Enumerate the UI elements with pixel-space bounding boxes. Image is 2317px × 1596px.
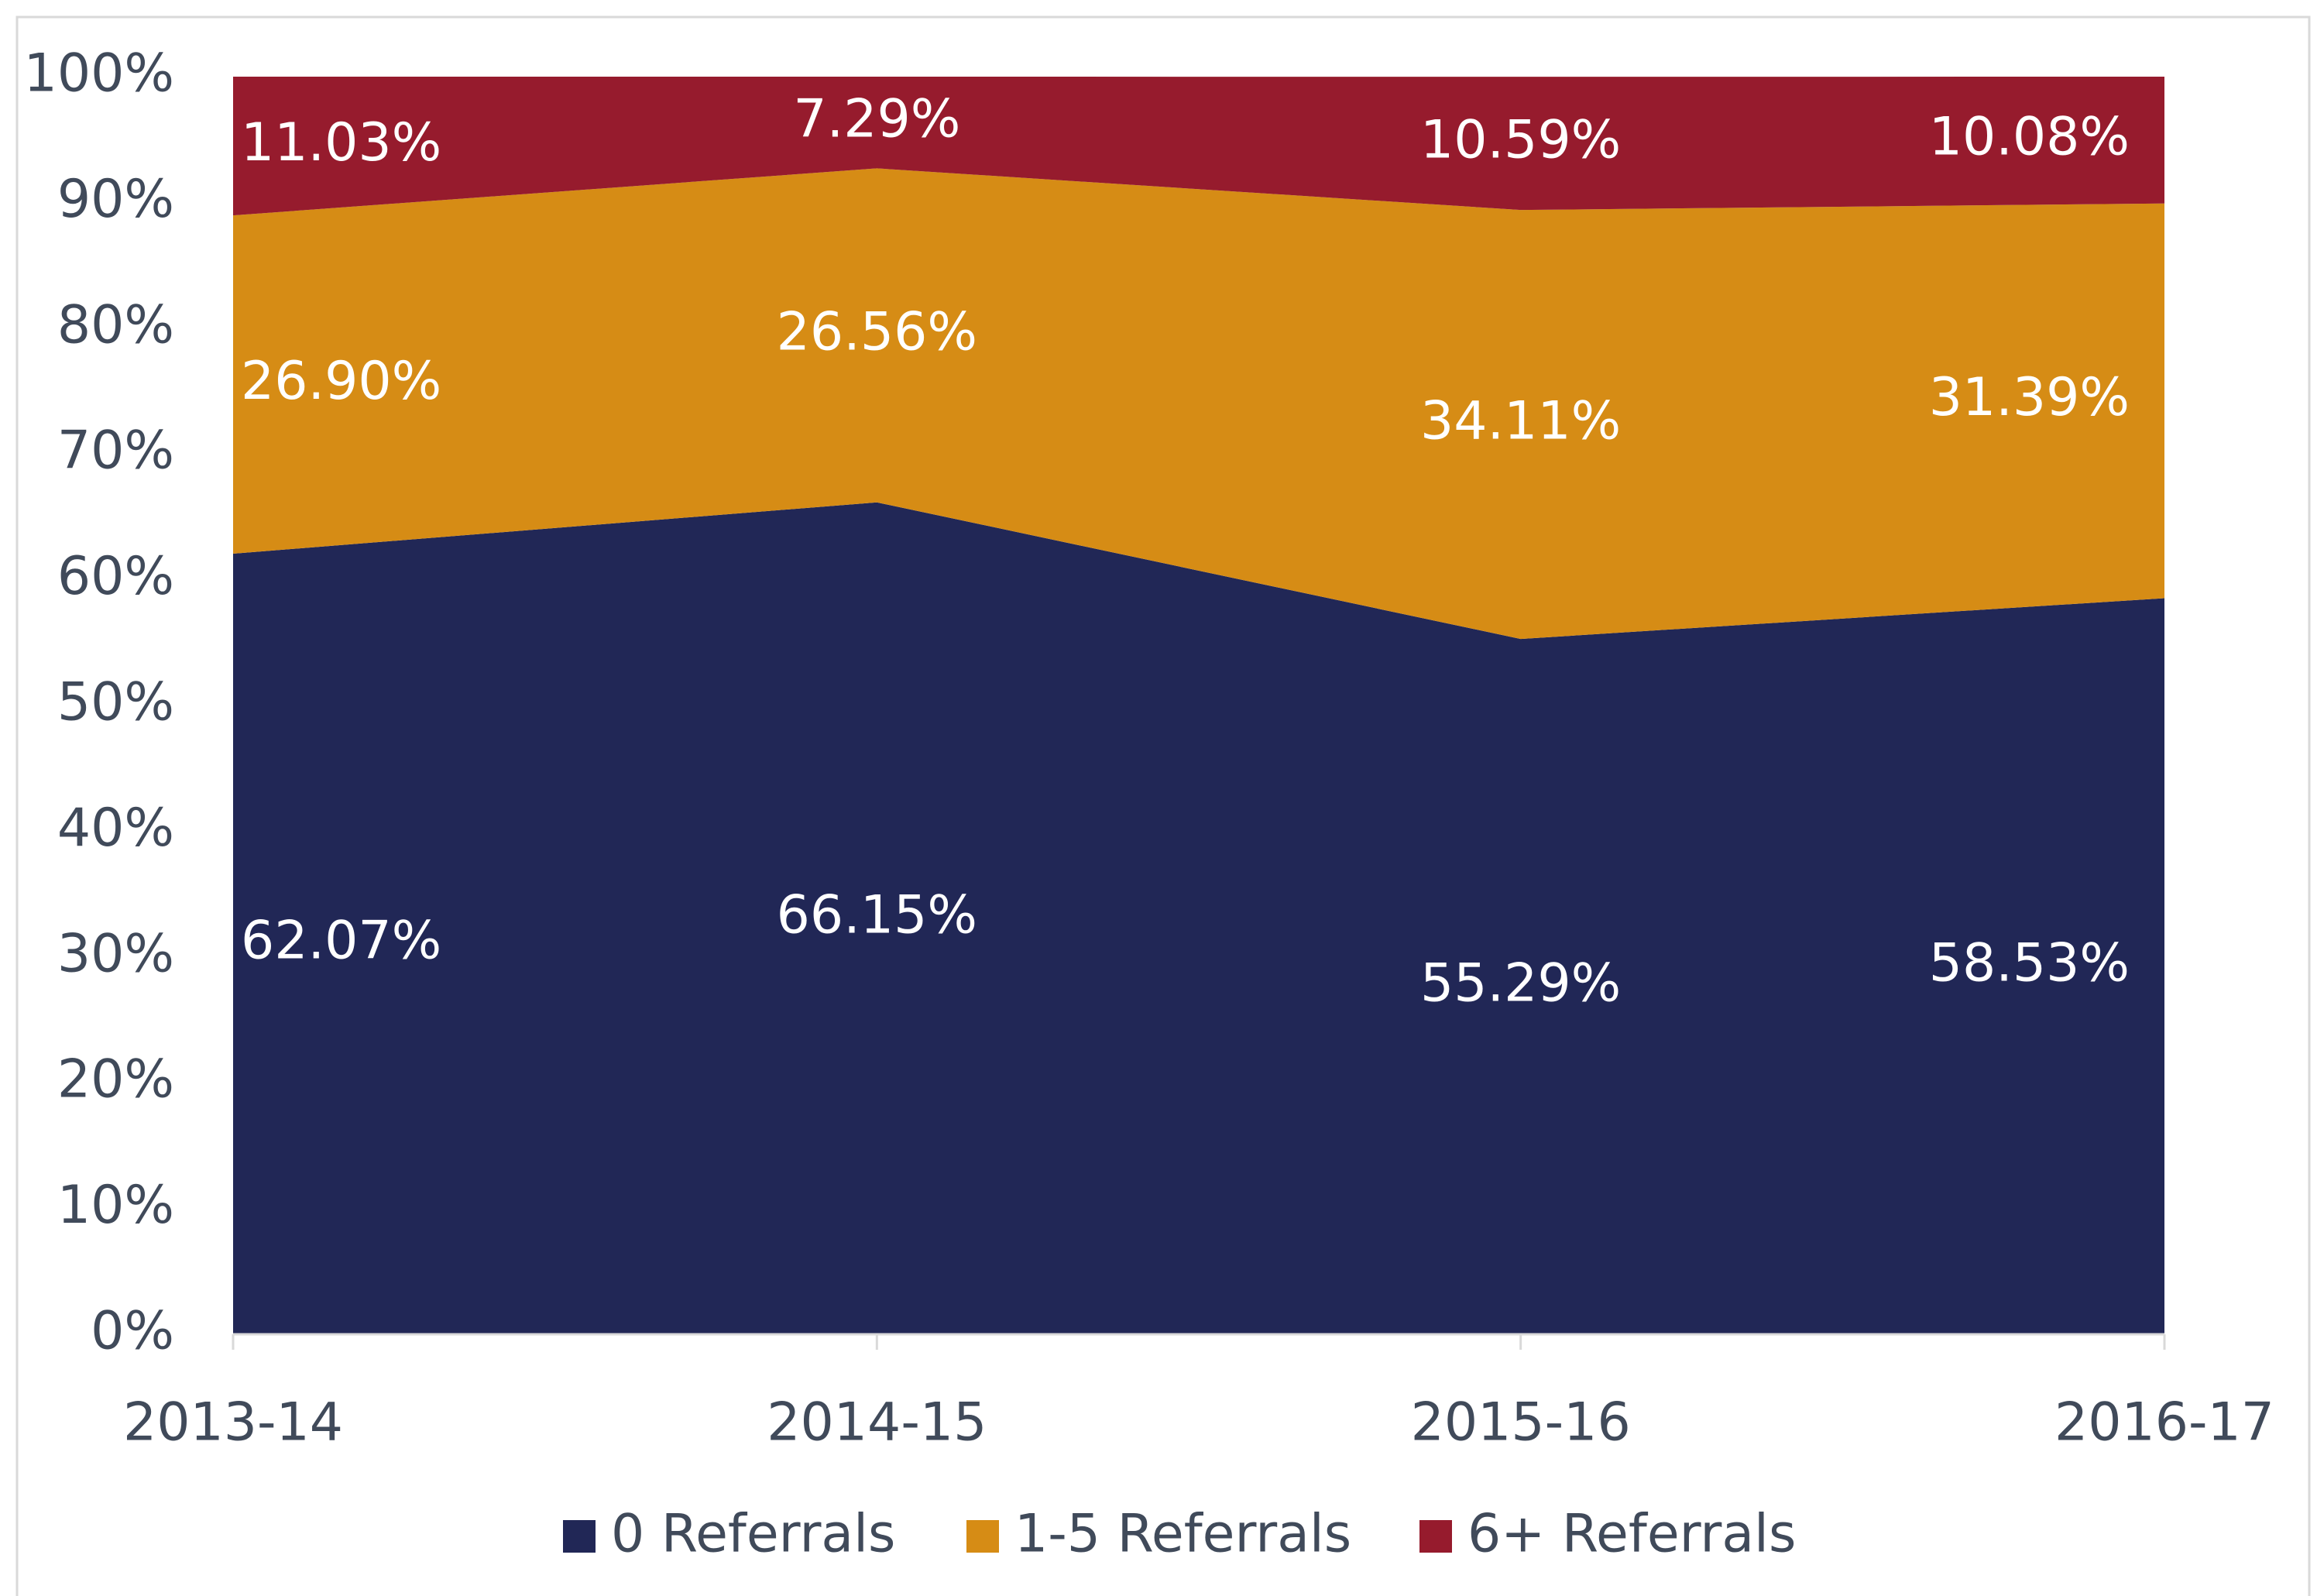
legend-label: 0 Referrals	[611, 1504, 895, 1565]
legend-label: 1-5 Referrals	[1014, 1504, 1351, 1565]
area	[233, 168, 2164, 640]
y-tick-label: 10%	[57, 1175, 174, 1236]
y-tick-label: 30%	[57, 923, 174, 984]
data-label: 58.53%	[1929, 932, 2130, 994]
data-label: 34.11%	[1420, 391, 1621, 452]
x-tick-label: 2013-14	[123, 1392, 343, 1454]
legend-label: 6+ Referrals	[1467, 1504, 1796, 1565]
legend-swatch	[1419, 1520, 1452, 1553]
y-tick-label: 0%	[91, 1301, 174, 1362]
data-label: 7.29%	[793, 89, 960, 150]
y-tick-label: 20%	[57, 1049, 174, 1110]
y-tick-label: 40%	[57, 798, 174, 859]
legend-swatch	[563, 1520, 596, 1553]
x-tick-label: 2015-16	[1411, 1392, 1631, 1454]
data-label: 26.90%	[241, 351, 441, 412]
data-label: 31.39%	[1929, 367, 2130, 428]
y-tick-label: 90%	[57, 169, 174, 230]
chart-border	[15, 15, 2311, 1596]
data-label: 62.07%	[241, 911, 441, 972]
y-tick-label: 50%	[57, 672, 174, 733]
y-tick-label: 80%	[57, 294, 174, 355]
area	[233, 77, 2164, 216]
data-label: 11.03%	[241, 112, 441, 173]
data-label: 66.15%	[777, 884, 977, 946]
data-label: 55.29%	[1420, 953, 1621, 1014]
data-label: 26.56%	[777, 302, 977, 363]
legend-swatch	[966, 1520, 999, 1553]
y-tick-label: 100%	[24, 43, 174, 105]
area	[233, 502, 2164, 1334]
x-tick-label: 2014-15	[767, 1392, 987, 1454]
data-label: 10.08%	[1929, 106, 2130, 167]
data-label: 10.59%	[1420, 110, 1621, 171]
x-tick-label: 2016-17	[2054, 1392, 2274, 1454]
y-tick-label: 70%	[57, 420, 174, 482]
y-tick-label: 60%	[57, 546, 174, 607]
